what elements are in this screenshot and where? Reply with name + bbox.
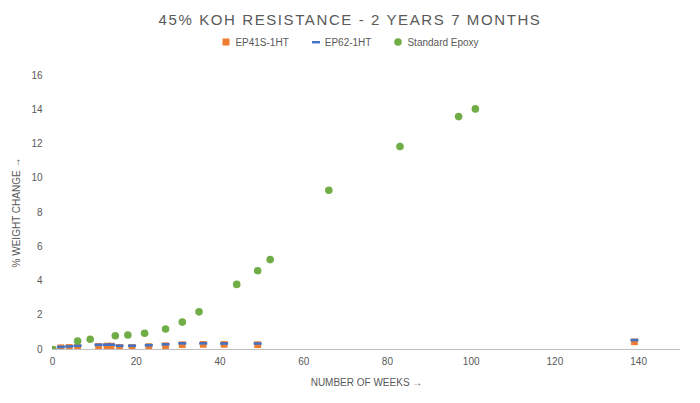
html-text:EP41S-1HT: EP41S-1HT [235, 36, 289, 48]
svg-text:100: 100 [463, 356, 480, 367]
svg-text:10: 10 [31, 172, 43, 183]
svg-text:16: 16 [31, 70, 43, 81]
svg-text:140: 140 [630, 356, 647, 367]
svg-text:12: 12 [31, 138, 43, 149]
svg-text:0: 0 [50, 356, 56, 367]
svg-text:40: 40 [214, 356, 226, 367]
svg-text:2: 2 [37, 309, 43, 320]
svg-text:20: 20 [131, 356, 143, 367]
svg-text:80: 80 [382, 356, 394, 367]
svg-text:14: 14 [31, 104, 43, 115]
html-text:EP62-1HT: EP62-1HT [324, 36, 372, 48]
svg-text:0: 0 [37, 344, 43, 355]
html-text:45% KOH RESISTANCE - 2 YEARS 7: 45% KOH RESISTANCE - 2 YEARS 7 MONTHS [158, 11, 542, 28]
svg-text:% WEIGHT CHANGE →: % WEIGHT CHANGE → [11, 158, 22, 268]
html-text:Standard Epoxy: Standard Epoxy [407, 36, 479, 48]
svg-text:NUMBER OF WEEKS →: NUMBER OF WEEKS → [311, 377, 423, 388]
svg-text:120: 120 [547, 356, 564, 367]
svg-text:8: 8 [37, 207, 43, 218]
svg-text:6: 6 [37, 241, 43, 252]
svg-text:4: 4 [37, 275, 43, 286]
svg-text:60: 60 [298, 356, 310, 367]
